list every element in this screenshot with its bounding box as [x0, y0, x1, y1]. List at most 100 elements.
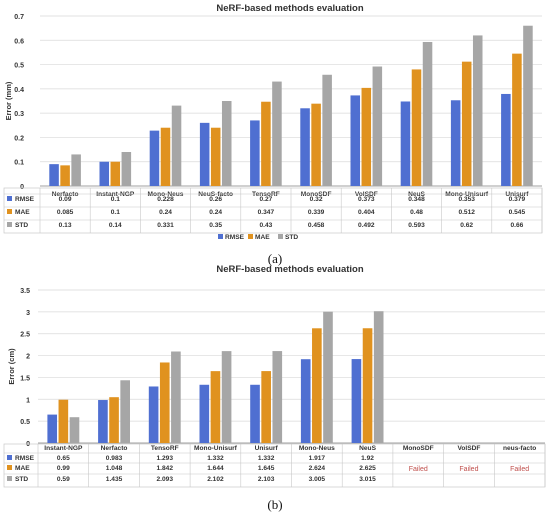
- failed-label: Failed: [409, 466, 428, 473]
- bar-rmse: [300, 108, 310, 186]
- data-label: 0.09: [59, 196, 72, 203]
- data-label: 0.353: [458, 196, 475, 203]
- legend-key-rmse: [7, 455, 12, 460]
- series-name: RMSE: [15, 455, 35, 462]
- y-tick-label: 0: [26, 441, 30, 448]
- bar-std: [472, 35, 483, 186]
- bar-std: [221, 101, 232, 186]
- bar-mae: [261, 371, 271, 443]
- category-label: Nerfacto: [52, 191, 79, 198]
- y-tick-label: 0.5: [20, 419, 30, 426]
- bar-std: [323, 311, 333, 443]
- data-label: 0.48: [410, 209, 423, 216]
- data-label: 0.24: [159, 209, 172, 216]
- chart-title: NeRF-based methods evaluation: [216, 264, 363, 275]
- bar-rmse: [300, 359, 311, 443]
- chart-title: NeRF-based methods evaluation: [216, 3, 363, 14]
- data-label: 1.048: [106, 465, 123, 472]
- bar-rmse: [400, 101, 411, 186]
- data-label: 1.92: [361, 455, 374, 462]
- data-label: 0.331: [157, 222, 174, 229]
- data-label: 0.373: [358, 196, 375, 203]
- data-label: 0.492: [358, 222, 375, 229]
- data-label: 0.24: [209, 209, 222, 216]
- data-label: 0.379: [509, 196, 526, 203]
- category-label: Nerfacto: [101, 445, 128, 452]
- bar-std: [171, 351, 181, 443]
- data-label: 2.625: [359, 465, 376, 472]
- bar-rmse: [47, 414, 58, 443]
- data-label: 0.458: [308, 222, 325, 229]
- bar-std: [171, 105, 182, 186]
- bar-std: [272, 351, 283, 443]
- y-tick-label: 0.6: [14, 38, 24, 45]
- y-tick-label: 1: [26, 397, 30, 404]
- y-tick-label: 0: [20, 184, 24, 191]
- legend-key-mae: [7, 465, 12, 470]
- series-name: MAE: [15, 209, 30, 216]
- data-label: 0.1: [111, 209, 120, 216]
- data-label: 0.65: [57, 455, 70, 462]
- bar-mae: [261, 101, 271, 186]
- bar-mae: [362, 328, 373, 443]
- y-tick-label: 3.5: [20, 288, 30, 295]
- category-label: neus-facto: [503, 445, 536, 452]
- bar-mae: [58, 399, 69, 443]
- y-tick-label: 2: [26, 354, 30, 361]
- data-label: 1.332: [207, 455, 224, 462]
- bar-std: [322, 74, 332, 186]
- category-label: Mono-Neus: [148, 191, 184, 198]
- y-tick-label: 0.2: [14, 135, 24, 142]
- data-label: 0.347: [258, 209, 275, 216]
- bar-mae: [361, 87, 372, 186]
- bar-rmse: [99, 161, 110, 186]
- bar-rmse: [351, 359, 362, 443]
- category-label: Instant-NGP: [44, 445, 83, 452]
- data-label: 0.512: [458, 209, 475, 216]
- bar-mae: [110, 161, 121, 186]
- bar-rmse: [450, 100, 461, 186]
- data-label: 0.66: [510, 222, 523, 229]
- bar-mae: [461, 61, 472, 186]
- bar-std: [422, 41, 433, 186]
- bar-std: [372, 66, 383, 186]
- legend-label: MAE: [255, 234, 270, 241]
- bar-std: [71, 154, 81, 186]
- legend-key-rmse: [218, 234, 223, 239]
- data-label: 0.404: [358, 209, 375, 216]
- data-label: 0.228: [157, 196, 174, 203]
- data-label: 0.43: [259, 222, 272, 229]
- data-label: 1.332: [258, 455, 275, 462]
- y-tick-label: 0.3: [14, 111, 24, 118]
- bar-mae: [312, 328, 322, 443]
- data-label: 0.59: [57, 476, 70, 483]
- bar-mae: [411, 69, 422, 186]
- category-label: MonoSDF: [301, 191, 332, 198]
- y-tick-label: 0.7: [14, 14, 24, 21]
- bar-mae: [60, 165, 70, 186]
- bar-mae: [159, 362, 170, 443]
- category-label: Mono-Unisurf: [194, 445, 238, 452]
- legend-key-std: [7, 476, 12, 481]
- caption-a: (a): [267, 251, 283, 266]
- data-label: 1.842: [156, 465, 173, 472]
- category-label: VolSDF: [355, 191, 378, 198]
- category-label: TensoRF: [252, 191, 280, 198]
- data-label: 0.983: [106, 455, 123, 462]
- bar-mae: [210, 371, 221, 443]
- bar-mae: [512, 53, 522, 187]
- y-tick-label: 3: [26, 310, 30, 317]
- category-label: NeuS-facto: [198, 191, 233, 198]
- category-label: Mono-Unisurf: [445, 191, 489, 198]
- bar-rmse: [199, 384, 210, 443]
- bar-rmse: [149, 130, 160, 186]
- bar-rmse: [350, 95, 361, 186]
- legend-key-rmse: [7, 196, 12, 201]
- category-label: Mono-Neus: [299, 445, 335, 452]
- bar-mae: [311, 103, 321, 186]
- legend-label: STD: [285, 234, 298, 241]
- y-tick-label: 2.5: [20, 332, 30, 339]
- data-label: 1.293: [156, 455, 173, 462]
- data-label: 0.35: [209, 222, 222, 229]
- data-label: 0.339: [308, 209, 325, 216]
